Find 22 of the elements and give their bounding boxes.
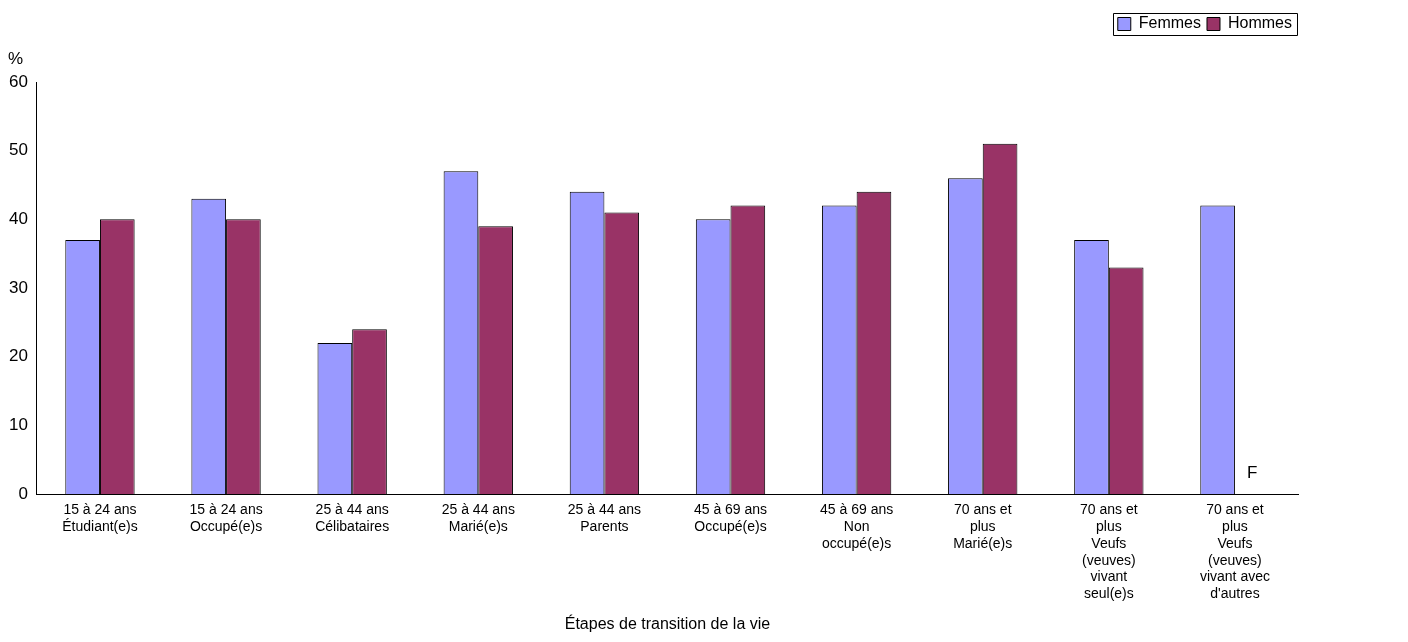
x-tick-label: 45 à 69 ans Non occupé(e)s bbox=[820, 501, 894, 551]
x-tick-label: 25 à 44 ans Célibataires bbox=[315, 501, 390, 535]
x-tick-label: 70 ans et plus Veufs (veuves) vivant seul(e)s bbox=[1080, 501, 1138, 602]
x-tick-label: 45 à 69 ans Occupé(e)s bbox=[693, 501, 768, 535]
x-tick-label: 70 ans et plus Veufs (veuves) vivant avec d'autres bbox=[1199, 501, 1270, 602]
y-tick-label: 30 bbox=[8, 277, 28, 297]
x-tick-label: 25 à 44 ans Marié(e)s bbox=[441, 501, 515, 535]
y-tick-label: 50 bbox=[8, 140, 28, 160]
y-tick-label: 10 bbox=[8, 415, 28, 435]
x-tick-label: 25 à 44 ans Parents bbox=[567, 501, 641, 535]
legend-label: Hommes bbox=[1227, 14, 1293, 32]
y-axis-title: % bbox=[8, 49, 24, 69]
y-tick-label: 20 bbox=[8, 346, 28, 366]
annotation: F bbox=[1247, 463, 1258, 483]
x-tick-label: 15 à 24 ans Étudiant(e)s bbox=[62, 501, 138, 535]
x-axis-title: Étapes de transition de la vie bbox=[564, 613, 771, 632]
x-tick-label: 70 ans et plus Marié(e)s bbox=[953, 501, 1013, 551]
legend-label: Femmes bbox=[1138, 14, 1201, 32]
x-tick-label: 15 à 24 ans Occupé(e)s bbox=[189, 501, 263, 535]
y-tick-label: 0 bbox=[18, 483, 28, 503]
y-tick-label: 40 bbox=[8, 209, 28, 229]
y-tick-label: 60 bbox=[8, 71, 28, 91]
